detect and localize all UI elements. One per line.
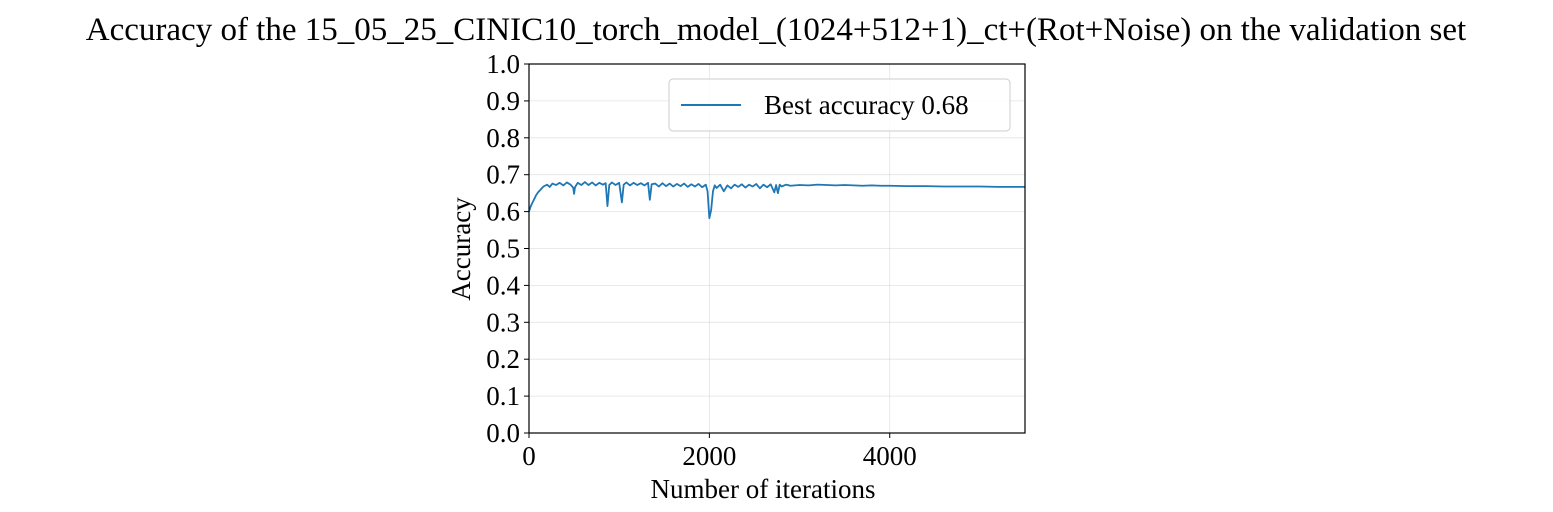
legend-box: [668, 78, 1011, 132]
y-axis-ticks: 0.0 0.1 0.2 0.3 0.4 0.5 0.6 0.7 0.8 0.9 1.0: [486, 49, 529, 448]
y-axis-label: Accuracy: [446, 197, 476, 301]
x-tick-label: 0: [522, 441, 536, 471]
y-tick-label: 0.4: [486, 270, 520, 300]
legend-label: Best accuracy 0.68: [764, 90, 969, 120]
x-axis-ticks: 0 2000 4000: [522, 433, 917, 471]
y-tick-label: 0.8: [486, 123, 520, 153]
series-line-0: [528, 181, 1025, 220]
y-tick-label: 0.1: [486, 381, 520, 411]
y-tick-label: 0.2: [486, 344, 520, 374]
y-tick-label: 0.9: [486, 86, 520, 116]
y-tick-label: 0.5: [486, 234, 520, 264]
y-tick-label: 1.0: [486, 49, 520, 79]
series-layer: [528, 181, 1025, 220]
y-tick-label: 0.3: [486, 307, 520, 337]
x-tick-label: 4000: [863, 441, 917, 471]
y-tick-label: 0.0: [486, 418, 520, 448]
x-axis-label: Number of iterations: [651, 474, 876, 504]
legend: Best accuracy 0.68: [668, 78, 1011, 132]
chart-title: Accuracy of the 15_05_25_CINIC10_torch_m…: [86, 12, 1466, 48]
y-tick-label: 0.6: [486, 197, 520, 227]
y-tick-label: 0.7: [486, 160, 520, 190]
x-tick-label: 2000: [682, 441, 736, 471]
